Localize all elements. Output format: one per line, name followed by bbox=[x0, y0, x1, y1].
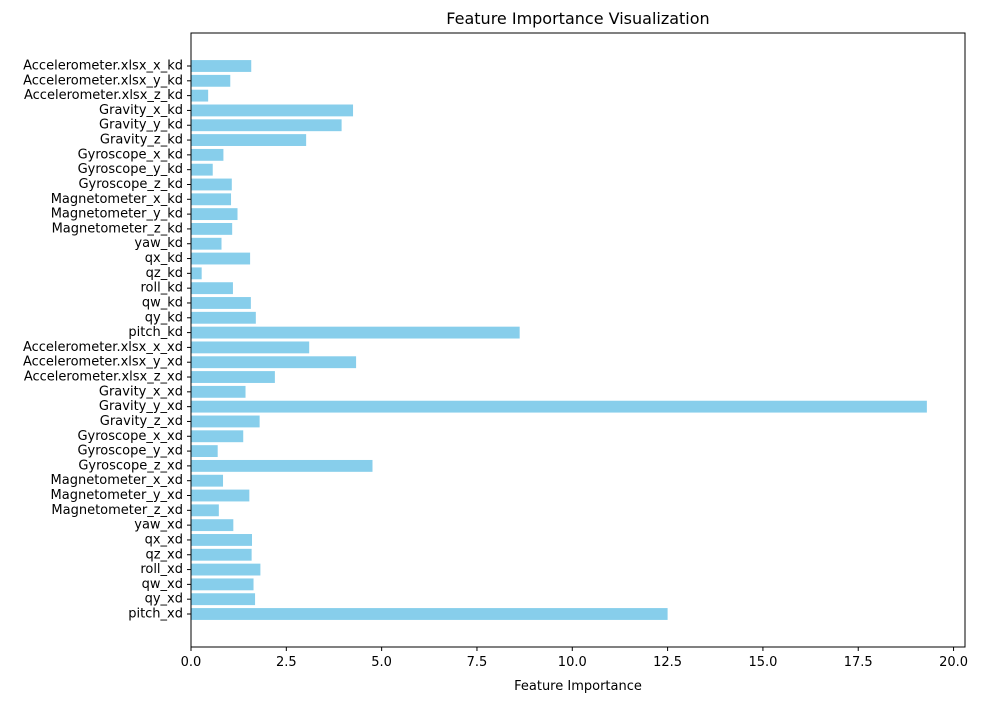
x-tick-label: 0.0 bbox=[181, 655, 202, 670]
x-axis-ticks: 0.0 2.5 5.0 7.5 10.0 12.5 15.0 17.5 20.0 bbox=[181, 647, 968, 670]
y-tick-label: qy_xd bbox=[145, 592, 183, 607]
bar-qw_kd bbox=[191, 297, 251, 309]
y-tick-label: Accelerometer.xlsx_y_kd bbox=[23, 73, 183, 88]
bar-qx_kd bbox=[191, 252, 251, 265]
bar-roll_kd bbox=[191, 282, 233, 295]
y-tick-label: Gyroscope_z_kd bbox=[78, 177, 183, 192]
bar-Accelerometer.xlsx_z_kd bbox=[191, 89, 209, 102]
plot-frame bbox=[190, 32, 966, 648]
x-tick-label: 12.5 bbox=[653, 655, 682, 670]
bar-Magnetometer_z_kd bbox=[191, 222, 233, 235]
y-axis-ticks: Accelerometer.xlsx_x_kdAccelerometer.xls… bbox=[23, 59, 191, 622]
bar-Gyroscope_z_xd bbox=[191, 459, 373, 472]
y-tick-label: Magnetometer_x_kd bbox=[51, 192, 183, 207]
y-tick-label: qz_kd bbox=[146, 266, 183, 281]
x-tick-label: 2.5 bbox=[276, 655, 297, 670]
bar-Magnetometer_x_kd bbox=[191, 193, 232, 206]
x-tick-label: 10.0 bbox=[558, 655, 587, 670]
y-tick-label: Gyroscope_x_xd bbox=[77, 429, 183, 444]
bar-Accelerometer.xlsx_y_xd bbox=[191, 356, 357, 369]
bar-Gravity_x_xd bbox=[191, 385, 246, 398]
y-tick-label: qw_xd bbox=[142, 577, 183, 592]
x-tick-label: 15.0 bbox=[748, 655, 777, 670]
y-tick-label: Accelerometer.xlsx_z_kd bbox=[24, 88, 183, 103]
x-tick-label: 5.0 bbox=[371, 655, 392, 670]
x-tick-label: 17.5 bbox=[844, 655, 873, 670]
bar-Gyroscope_x_xd bbox=[191, 430, 244, 443]
y-tick-label: Magnetometer_y_kd bbox=[51, 207, 183, 222]
bar-qz_kd bbox=[191, 267, 202, 280]
y-tick-label: Accelerometer.xlsx_z_xd bbox=[24, 370, 183, 385]
bar-Gravity_x_kd bbox=[191, 104, 354, 117]
bar-qx_xd bbox=[191, 534, 253, 546]
bar-Accelerometer.xlsx_z_xd bbox=[191, 371, 275, 383]
bar-pitch_kd bbox=[191, 326, 520, 339]
y-tick-label: Gyroscope_z_xd bbox=[78, 458, 183, 473]
y-tick-label: yaw_xd bbox=[134, 518, 183, 533]
y-tick-label: Gravity_z_xd bbox=[100, 414, 183, 429]
y-tick-label: Gravity_z_kd bbox=[100, 133, 183, 148]
y-tick-label: pitch_xd bbox=[128, 607, 183, 622]
y-tick-label: roll_xd bbox=[140, 562, 183, 577]
y-tick-label: Gravity_y_kd bbox=[99, 118, 183, 133]
y-tick-label: qw_kd bbox=[142, 295, 183, 310]
y-tick-label: Accelerometer.xlsx_x_xd bbox=[23, 340, 183, 355]
y-tick-label: Gravity_y_xd bbox=[99, 399, 183, 414]
y-tick-label: pitch_kd bbox=[128, 325, 183, 340]
y-tick-label: Gravity_x_kd bbox=[99, 103, 183, 118]
y-tick-label: qx_xd bbox=[145, 532, 183, 547]
y-tick-label: qz_xd bbox=[145, 547, 183, 562]
y-tick-label: roll_kd bbox=[140, 281, 183, 296]
y-tick-label: Gravity_x_xd bbox=[99, 384, 183, 399]
x-tick-label: 7.5 bbox=[467, 655, 488, 670]
y-tick-label: qy_kd bbox=[145, 310, 183, 325]
y-tick-label: Accelerometer.xlsx_x_kd bbox=[23, 59, 183, 74]
y-tick-label: Magnetometer_x_xd bbox=[51, 473, 183, 488]
y-tick-label: Magnetometer_y_xd bbox=[51, 488, 183, 503]
bar-Gravity_y_kd bbox=[191, 119, 342, 132]
bar-Gyroscope_y_xd bbox=[191, 445, 218, 458]
bar-yaw_xd bbox=[191, 519, 234, 532]
y-tick-label: Magnetometer_z_xd bbox=[51, 503, 183, 518]
bar-Accelerometer.xlsx_x_xd bbox=[191, 341, 310, 354]
y-tick-label: Gyroscope_x_kd bbox=[78, 147, 183, 162]
bar-Gyroscope_x_kd bbox=[191, 148, 224, 161]
y-tick-label: Magnetometer_z_kd bbox=[52, 221, 183, 236]
y-tick-label: Gyroscope_y_kd bbox=[78, 162, 183, 177]
bar-qy_xd bbox=[191, 593, 256, 606]
bar-Accelerometer.xlsx_y_kd bbox=[191, 74, 231, 87]
bar-qz_xd bbox=[191, 548, 252, 561]
bar-pitch_xd bbox=[191, 608, 668, 620]
bars-layer bbox=[191, 60, 927, 620]
bar-Gravity_y_xd bbox=[191, 400, 927, 413]
y-tick-label: yaw_kd bbox=[134, 236, 183, 251]
bar-roll_xd bbox=[191, 563, 261, 576]
bar-Magnetometer_z_xd bbox=[191, 504, 219, 517]
bar-Gravity_z_xd bbox=[191, 415, 260, 428]
bar-Accelerometer.xlsx_x_kd bbox=[191, 60, 252, 72]
bar-Gyroscope_y_kd bbox=[191, 163, 213, 176]
bar-qw_xd bbox=[191, 578, 254, 591]
x-tick-label: 20.0 bbox=[939, 655, 968, 670]
bar-Magnetometer_y_xd bbox=[191, 489, 250, 502]
x-axis-label: Feature Importance bbox=[514, 679, 642, 694]
bar-Gravity_z_kd bbox=[191, 134, 307, 146]
bar-yaw_kd bbox=[191, 237, 222, 250]
chart-title: Feature Importance Visualization bbox=[446, 9, 709, 28]
y-tick-label: Accelerometer.xlsx_y_xd bbox=[23, 355, 183, 370]
bar-Magnetometer_x_xd bbox=[191, 474, 224, 487]
bar-qy_kd bbox=[191, 311, 256, 324]
bar-Gyroscope_z_kd bbox=[191, 178, 232, 191]
y-tick-label: qx_kd bbox=[145, 251, 183, 266]
y-tick-label: Gyroscope_y_xd bbox=[77, 444, 183, 459]
bar-Magnetometer_y_kd bbox=[191, 208, 238, 221]
